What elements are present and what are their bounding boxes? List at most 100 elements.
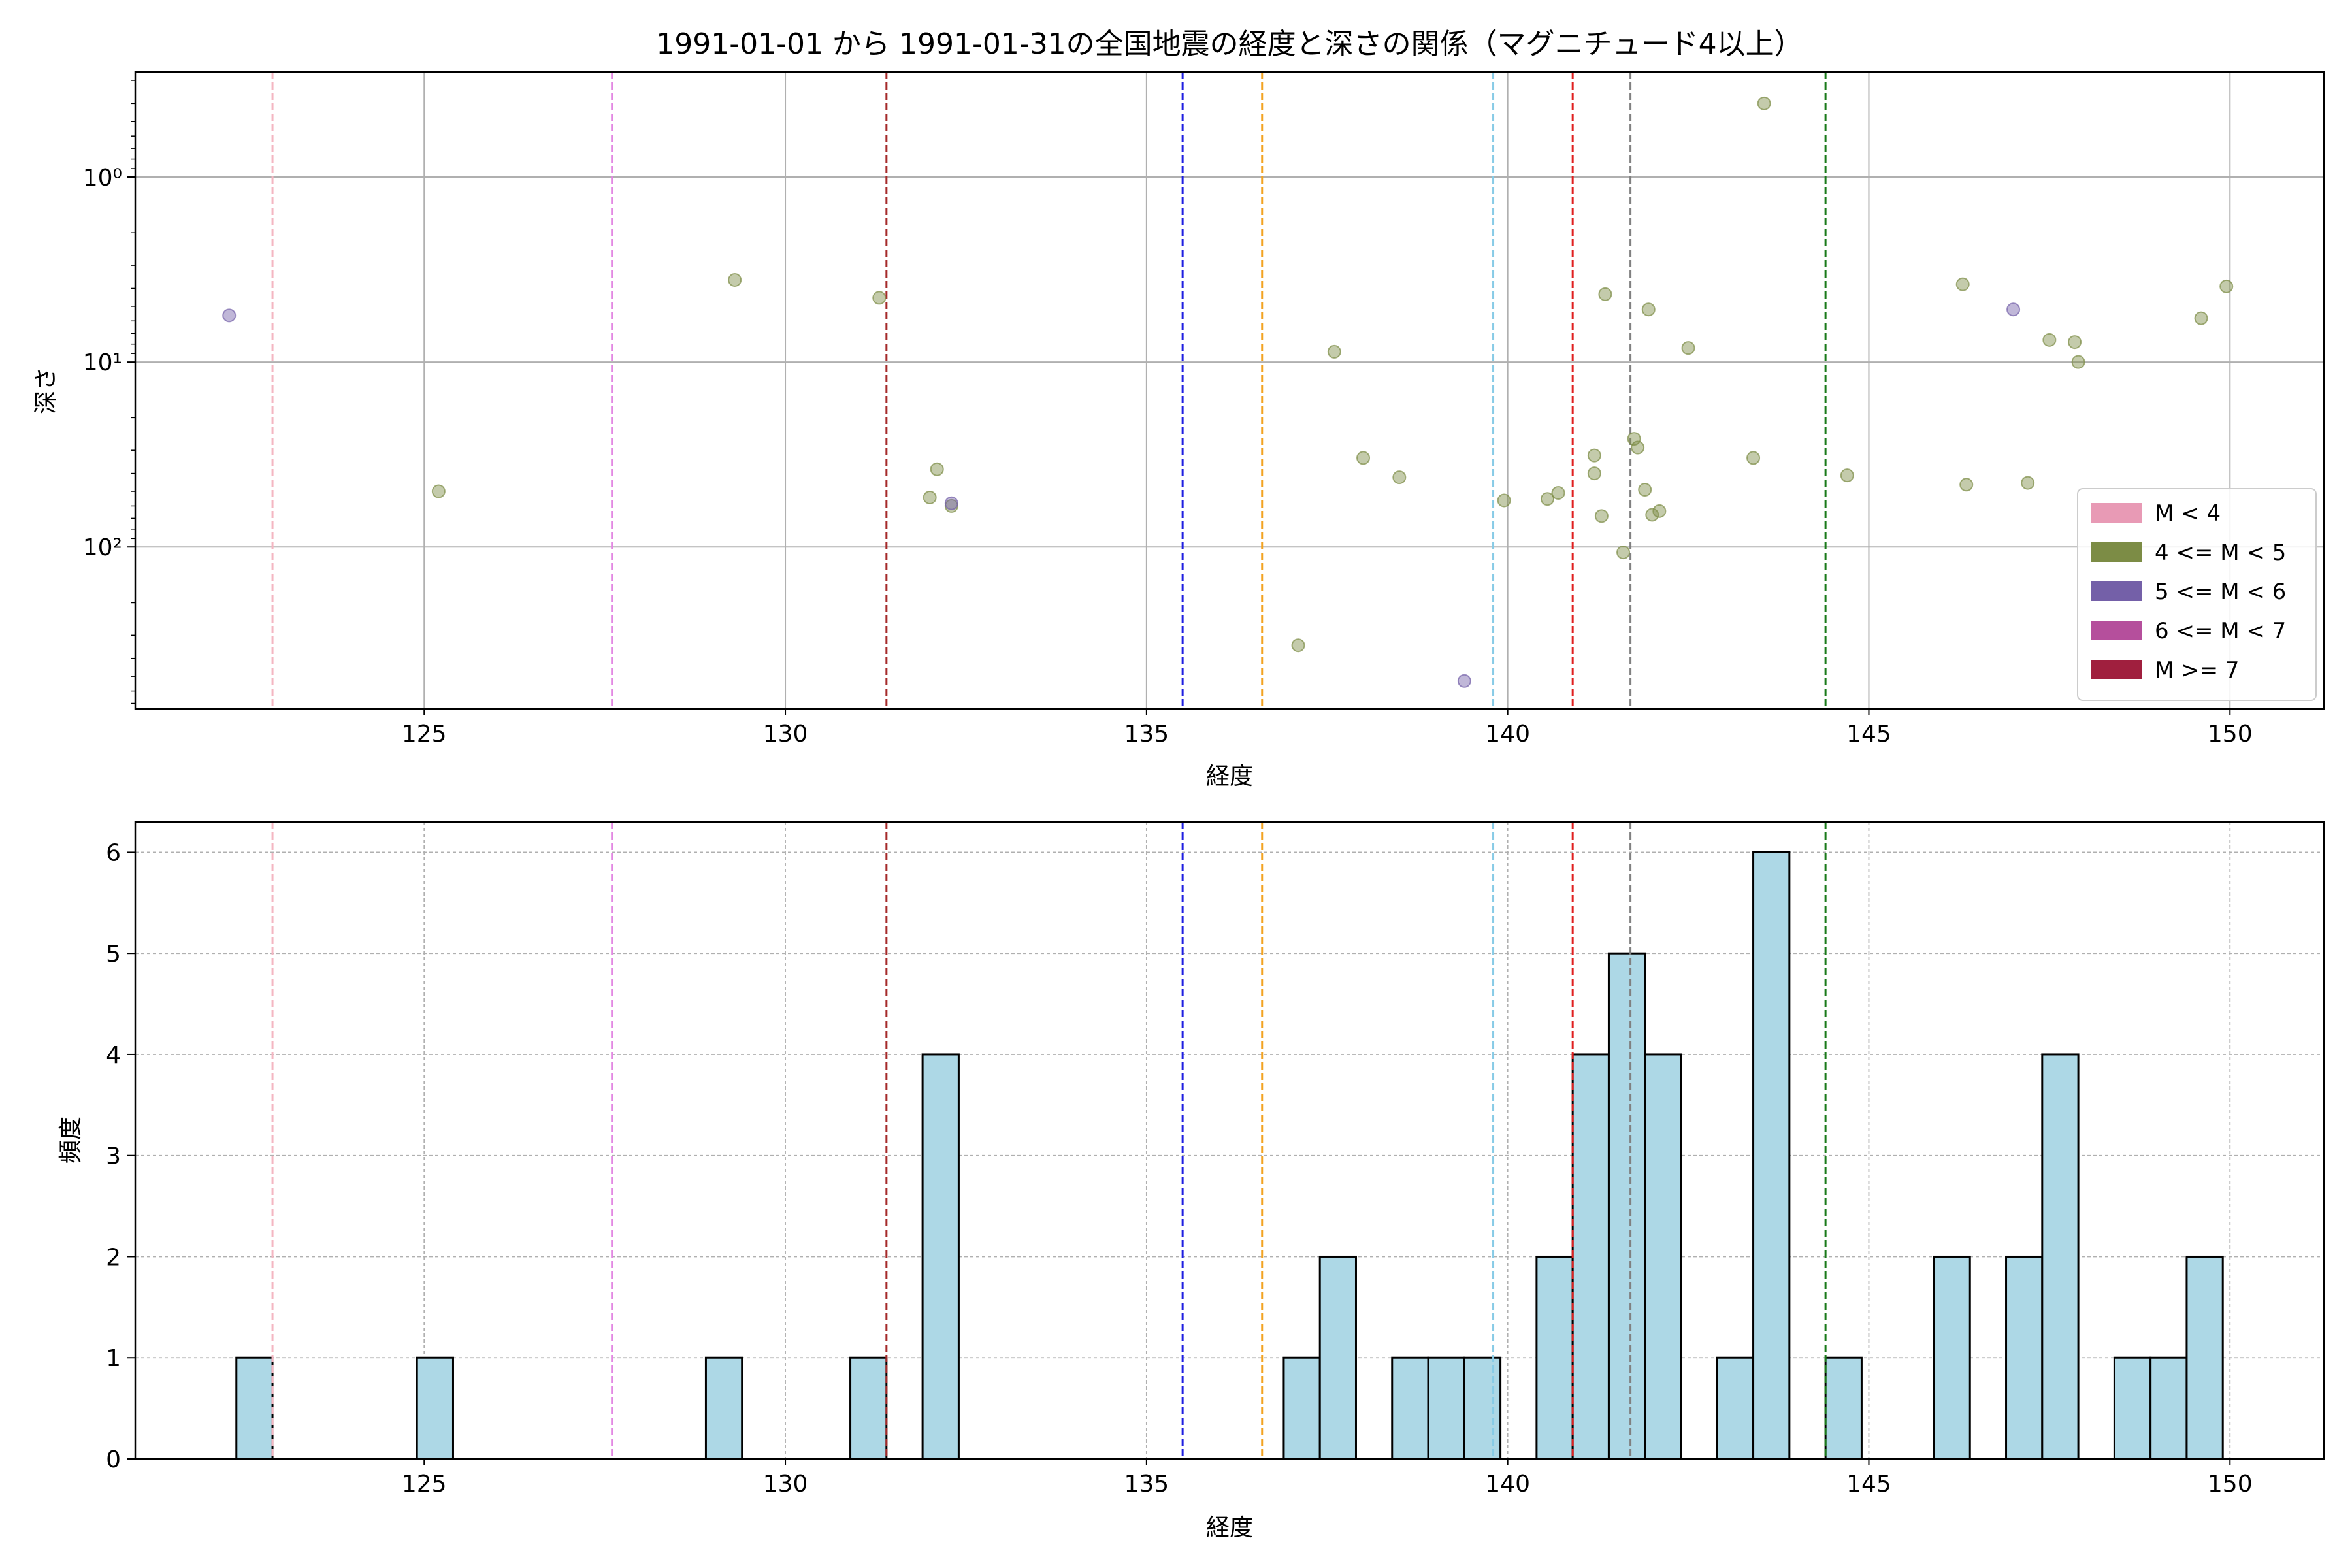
scatter-x-tick-label: 130	[763, 721, 808, 747]
legend-swatch	[2091, 581, 2142, 601]
scatter-point	[2006, 302, 2021, 317]
histogram-bar	[1318, 1255, 1357, 1460]
histogram-x-tick-label: 150	[2208, 1471, 2253, 1497]
scatter-point	[431, 484, 446, 498]
scatter-point	[1291, 638, 1305, 653]
scatter-point	[1497, 493, 1511, 508]
legend: M < 4 4 <= M < 5 5 <= M < 6 6 <= M < 7 M >= …	[2077, 488, 2317, 701]
histogram-bar	[235, 1356, 274, 1460]
scatter-y-axis-label: 深さ	[33, 367, 59, 414]
scatter-y-tick-label: 10¹	[83, 350, 122, 376]
histogram-bar	[849, 1356, 888, 1460]
scatter-point	[944, 496, 958, 510]
histogram-grid	[135, 822, 2324, 1460]
scatter-point	[2021, 476, 2035, 490]
scatter-point	[1638, 483, 1652, 497]
histogram-x-ticks: 125 130 135 140 145 150	[402, 1459, 2253, 1497]
legend-swatch	[2091, 542, 2142, 562]
scatter-point	[872, 291, 887, 305]
scatter-point	[1641, 302, 1656, 317]
histogram-bar	[921, 1053, 960, 1460]
histogram-bar	[1535, 1255, 1574, 1460]
scatter-x-tick-label: 125	[402, 721, 447, 747]
histogram-plot-frame	[134, 821, 2325, 1460]
legend-label: 6 <= M < 7	[2155, 618, 2286, 644]
scatter-point	[1594, 509, 1609, 523]
legend-label: 5 <= M < 6	[2155, 579, 2286, 605]
scatter-point	[1540, 492, 1554, 506]
scatter-x-ticks: 125 130 135 140 145 150	[402, 709, 2253, 747]
scatter-point	[2068, 335, 2082, 350]
scatter-y-ticks: 10⁰ 10¹ 10²	[83, 80, 135, 704]
histogram-y-tick-label: 5	[106, 941, 121, 968]
scatter-x-axis-label: 経度	[1206, 763, 1253, 790]
scatter-reference-lines	[271, 72, 1827, 709]
histogram-bar	[1427, 1356, 1465, 1460]
scatter-x-tick-label: 150	[2208, 721, 2253, 747]
scatter-point	[1587, 466, 1601, 481]
histogram-x-tick-label: 125	[402, 1471, 447, 1497]
histogram-bar	[1571, 1053, 1610, 1460]
legend-box	[2077, 488, 2317, 701]
scatter-point	[2071, 355, 2085, 369]
scatter-point	[1840, 468, 1854, 483]
scatter-point	[1587, 448, 1601, 463]
histogram-panel: 125 130 135 140 145 150 0 1 2 3 4 5 6 経度 頻度	[57, 821, 2325, 1541]
histogram-reference-lines	[271, 822, 1827, 1459]
scatter-point	[1356, 451, 1371, 465]
legend-label: 4 <= M < 5	[2155, 540, 2286, 566]
scatter-points	[222, 96, 2234, 688]
histogram-y-tick-label: 0	[106, 1446, 121, 1473]
scatter-point	[2042, 333, 2057, 347]
histogram-bar	[1644, 1053, 1682, 1460]
legend-swatch	[2091, 621, 2142, 640]
histogram-bar	[2041, 1053, 2080, 1460]
scatter-point	[728, 272, 742, 287]
scatter-x-tick-label: 135	[1124, 721, 1169, 747]
chart-title: 1991-01-01 から 1991-01-31の全国地震の経度と深さの関係（マ…	[656, 27, 1803, 61]
scatter-point	[1757, 96, 1771, 110]
histogram-bar	[704, 1356, 743, 1460]
scatter-point	[923, 490, 937, 504]
histogram-bar	[1391, 1356, 1429, 1460]
histogram-x-tick-label: 140	[1485, 1471, 1530, 1497]
scatter-plot-frame	[134, 71, 2325, 710]
histogram-bar	[1282, 1356, 1321, 1460]
scatter-panel: 1991-01-01 から 1991-01-31の全国地震の経度と深さの関係（マ…	[33, 27, 2325, 790]
scatter-point	[1652, 504, 1667, 518]
scatter-point	[1645, 508, 1659, 522]
histogram-bar	[1716, 1356, 1755, 1460]
histogram-x-axis-label: 経度	[1206, 1514, 1253, 1541]
histogram-bar	[1933, 1255, 1971, 1460]
scatter-point	[2219, 279, 2234, 293]
scatter-point	[1959, 478, 1974, 492]
scatter-x-tick-label: 145	[1846, 721, 1891, 747]
scatter-y-tick-label: 10²	[83, 534, 122, 561]
scatter-point	[1955, 277, 1970, 291]
scatter-point	[1598, 287, 1612, 301]
scatter-point	[1616, 546, 1631, 560]
scatter-y-tick-label: 10⁰	[83, 165, 122, 191]
histogram-bars	[235, 851, 2224, 1460]
histogram-y-axis-label: 頻度	[57, 1117, 84, 1164]
histogram-bar	[1607, 952, 1646, 1460]
scatter-point	[222, 308, 237, 323]
histogram-x-tick-label: 145	[1846, 1471, 1891, 1497]
histogram-bar	[1752, 851, 1791, 1460]
histogram-bar	[2113, 1356, 2152, 1460]
histogram-y-tick-label: 3	[106, 1143, 121, 1170]
scatter-point	[2194, 311, 2208, 325]
legend-swatch	[2091, 660, 2142, 679]
legend-label: M >= 7	[2155, 657, 2240, 683]
histogram-bar	[1824, 1356, 1863, 1460]
scatter-point	[1631, 440, 1645, 455]
histogram-bar	[2149, 1356, 2188, 1460]
histogram-y-tick-label: 4	[106, 1042, 121, 1069]
histogram-y-tick-label: 2	[106, 1244, 121, 1271]
histogram-x-tick-label: 135	[1124, 1471, 1169, 1497]
histogram-bar	[2005, 1255, 2044, 1460]
histogram-x-tick-label: 130	[763, 1471, 808, 1497]
scatter-point	[1681, 341, 1695, 355]
